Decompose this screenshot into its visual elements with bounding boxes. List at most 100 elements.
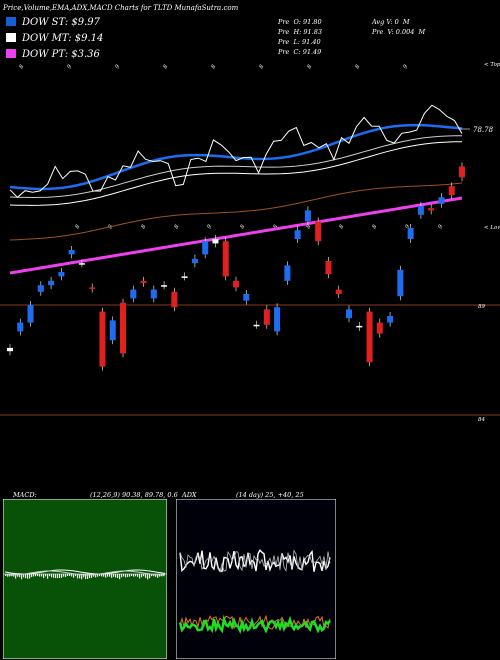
macd-histogram-bar [55, 574, 57, 579]
macd-histogram-bar [153, 574, 155, 577]
macd-histogram-bar [39, 574, 41, 577]
macd-histogram-bar [25, 574, 27, 579]
top-date-label: 9 [403, 64, 410, 70]
mid-date-label: 8 [240, 224, 247, 230]
macd-histogram-bar [61, 574, 63, 578]
top-date-label: 8 [19, 64, 26, 70]
candle [294, 230, 301, 239]
macd-histogram-bar [147, 574, 149, 580]
top-date-label: 8 [163, 64, 170, 70]
candle [233, 280, 239, 288]
top-date-label: 8 [259, 64, 266, 70]
candle [356, 325, 363, 328]
mid-date-label: 9 [438, 224, 445, 230]
top-date-label: 9 [115, 64, 122, 70]
candle [7, 347, 13, 352]
legend-dow-st-label: DOW ST: $9.97 [22, 17, 101, 28]
macd-histogram-bar [7, 574, 9, 577]
mid-date-label: 8 [372, 224, 379, 230]
stat-pre-open: Pre O: 91.80 [278, 18, 322, 26]
macd-histogram-bar [37, 574, 39, 577]
mid-date-label: 9 [207, 224, 214, 230]
macd-histogram-bar [33, 574, 35, 577]
mid-date-label: 8 [75, 224, 82, 230]
macd-histogram-bar [63, 574, 65, 577]
candle [304, 210, 311, 222]
candle [284, 265, 291, 281]
reference-lines [0, 304, 500, 416]
macd-histogram-bar [31, 574, 33, 578]
price-label-89: 89 [478, 304, 485, 310]
candle [222, 241, 229, 277]
macd-histogram-bar [111, 574, 113, 578]
candle [17, 322, 24, 332]
ema-st-blue [9, 123, 463, 191]
macd-label: MACD: [13, 491, 37, 499]
ema-pt-magenta [9, 196, 463, 275]
macd-histogram-bar [101, 574, 103, 577]
candle [243, 294, 250, 301]
macd-histogram-bar [15, 574, 17, 579]
macd-histogram-bar [97, 574, 99, 577]
macd-histogram-bar [59, 574, 61, 579]
candle [274, 307, 281, 332]
macd-histogram-bar [141, 574, 143, 578]
macd-histogram-bar [103, 574, 105, 577]
macd-histogram-bar [139, 574, 141, 579]
macd-params: (12,26,9) 90.38, 89.78, 0.6 [90, 491, 178, 499]
candle [407, 228, 414, 239]
candle [376, 322, 383, 334]
top-date-label: 9 [67, 64, 74, 70]
candle [161, 285, 168, 287]
adx-label: ADX [182, 491, 197, 499]
legend-dow-pt: DOW PT: $3.36 [6, 49, 100, 60]
stat-avg-volume: Avg V: 0 M [372, 18, 410, 26]
candle [397, 269, 404, 297]
macd-histogram-bar [87, 574, 89, 579]
price-label-78-78: 78.78 [473, 126, 494, 134]
candle [253, 324, 260, 327]
ema-mt-white-b [9, 135, 462, 199]
macd-histogram-bar [137, 574, 139, 577]
macd-histogram-bar [21, 574, 23, 580]
candle [387, 316, 394, 323]
macd-histogram-bar [99, 574, 101, 577]
candle [325, 261, 332, 275]
macd-histogram-bar [135, 574, 137, 577]
macd-histogram-bar [83, 574, 85, 578]
macd-histogram-bar [149, 574, 151, 579]
macd-histogram-bar [143, 574, 145, 577]
macd-histogram-bar [27, 574, 29, 579]
mid-date-label: 8 [174, 224, 181, 230]
macd-histogram-bar [113, 574, 115, 577]
candle [37, 285, 44, 292]
legend-dow-mt: DOW MT: $9.14 [6, 33, 103, 44]
macd-histogram-bar [145, 574, 147, 578]
macd-histogram-bar [43, 574, 45, 578]
macd-histogram-bar [65, 574, 67, 577]
macd-signal-line [4, 570, 165, 576]
candle [171, 291, 178, 308]
candle [48, 280, 55, 286]
legend-dow-mt-swatch [6, 33, 16, 42]
adx-plus-di-line [179, 549, 331, 573]
macd-histogram-bar [109, 574, 111, 577]
macd-histogram-bar [115, 574, 117, 578]
macd-histogram-bar [41, 574, 43, 577]
legend-dow-mt-label: DOW MT: $9.14 [22, 33, 104, 44]
macd-histogram-bar [79, 574, 81, 579]
side-labels: < Tops < Lows 78.78 89 84 [460, 62, 500, 423]
adx-plus-di-shadow [179, 549, 331, 573]
adx-params: (14 day) 25, +40, 25 [236, 491, 304, 499]
macd-line [4, 569, 166, 575]
macd-histogram-bar [127, 574, 129, 578]
macd-histogram-bar [57, 574, 59, 579]
top-date-label: 8 [211, 64, 218, 70]
adx-line [178, 614, 332, 635]
macd-histogram-bar [133, 574, 135, 577]
macd-histogram-bar [119, 574, 121, 580]
macd-histogram-bar [35, 574, 37, 577]
candle [181, 276, 188, 278]
legend-dow-pt-label: DOW PT: $3.36 [22, 49, 100, 60]
candle [89, 287, 96, 289]
